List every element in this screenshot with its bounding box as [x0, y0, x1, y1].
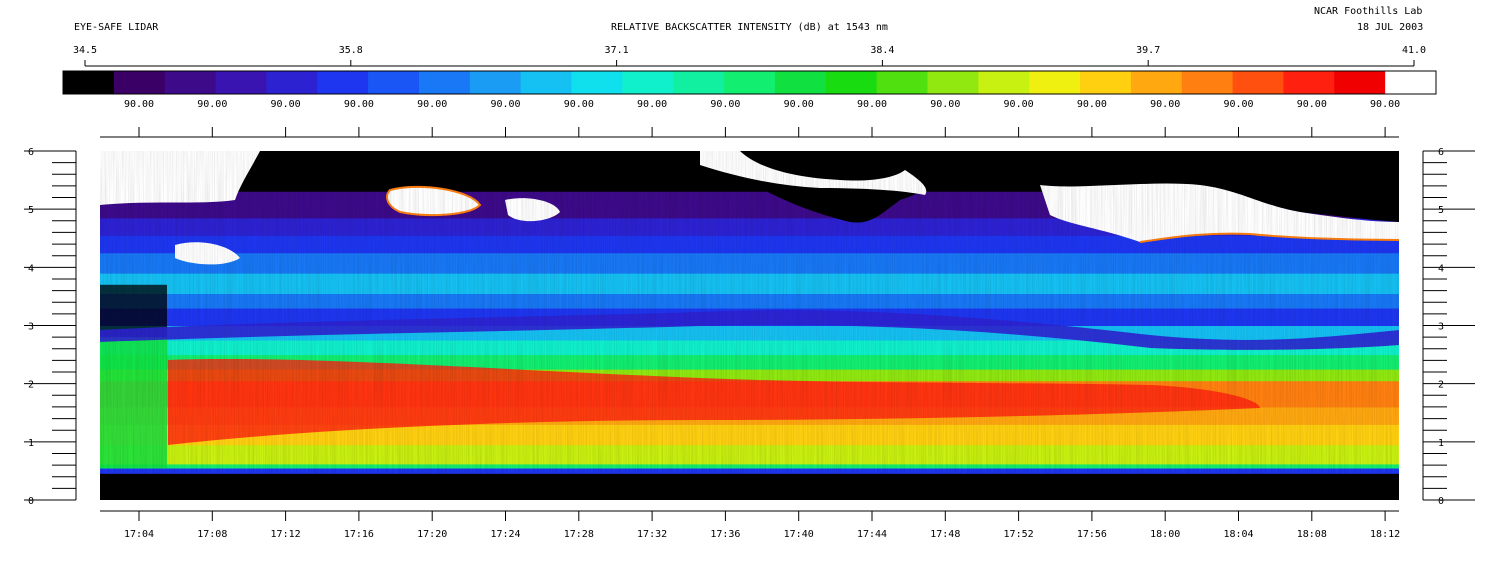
bottom-axis-tick-label: 17:48 [930, 529, 960, 540]
scale-tick-label: 34.5 [73, 45, 97, 56]
colorbar-swatch [825, 71, 878, 94]
colorbar-swatch [469, 71, 522, 94]
left-axis-tick-label: 5 [28, 205, 34, 216]
colorbar-swatch [266, 71, 318, 94]
colorbar-swatch [774, 71, 827, 94]
bottom-axis-tick-label: 17:40 [784, 529, 814, 540]
angle-label: 90.00 [344, 99, 374, 110]
colorbar-swatch [520, 71, 573, 94]
colorbar-scale-axis: 34.5 35.8 37.1 38.4 39.7 41.0 [73, 45, 1426, 67]
colorbar-swatch [418, 71, 471, 94]
angle-label: 90.00 [1004, 99, 1034, 110]
angle-label: 90.00 [637, 99, 667, 110]
colorbar-swatch [63, 71, 115, 94]
left-axis-tick-label: 1 [28, 438, 34, 449]
scale-tick-label: 35.8 [339, 45, 363, 56]
colorbar-swatch [927, 71, 979, 94]
instrument-label: EYE-SAFE LIDAR [74, 22, 159, 33]
top-time-axis [100, 127, 1399, 138]
right-axis-tick-label: 4 [1438, 263, 1444, 274]
colorbar-swatch [1283, 71, 1335, 94]
angle-label: 90.00 [784, 99, 814, 110]
scale-tick-label: 39.7 [1136, 45, 1160, 56]
right-axis-tick-label: 3 [1438, 322, 1444, 333]
bottom-axis-tick-label: 17:52 [1004, 529, 1034, 540]
colorbar-swatch [1385, 71, 1437, 94]
bottom-axis-tick-label: 17:28 [564, 529, 594, 540]
colorbar-swatch [978, 71, 1030, 94]
colorbar-swatch [876, 71, 929, 94]
right-axis-tick-label: 5 [1438, 205, 1444, 216]
colorbar-swatch [1029, 71, 1081, 94]
backscatter-plot [100, 151, 1399, 500]
angle-label: 90.00 [930, 99, 960, 110]
colorbar-swatch [1232, 71, 1285, 94]
bottom-axis-tick-label: 18:04 [1223, 529, 1253, 540]
signal-texture [100, 151, 1399, 500]
colorbar-swatch [113, 71, 166, 94]
right-axis-tick-label: 6 [1438, 147, 1444, 158]
colorbar-swatch [368, 71, 420, 94]
angle-label: 90.00 [417, 99, 447, 110]
angle-label: 90.00 [124, 99, 154, 110]
angle-label: 90.00 [857, 99, 887, 110]
angle-label: 90.00 [197, 99, 227, 110]
bottom-axis-tick-label: 17:04 [124, 529, 154, 540]
colorbar-swatch [215, 71, 268, 94]
right-altitude-axis: 0 1 2 3 4 5 6 [1422, 147, 1475, 507]
angle-label: 90.00 [564, 99, 594, 110]
bottom-axis-tick-label: 17:20 [417, 529, 447, 540]
left-axis-tick-label: 0 [28, 496, 34, 507]
colorbar-swatch [164, 71, 217, 94]
scale-tick-label: 41.0 [1402, 45, 1426, 56]
bottom-axis-tick-label: 17:08 [197, 529, 227, 540]
bottom-axis-tick-label: 17:16 [344, 529, 374, 540]
left-axis-tick-label: 6 [28, 147, 34, 158]
colorbar-swatch [1130, 71, 1183, 94]
right-axis-tick-label: 0 [1438, 496, 1444, 507]
bottom-axis-tick-label: 17:44 [857, 529, 887, 540]
left-axis-tick-label: 3 [28, 322, 34, 333]
colorbar-swatch [1334, 71, 1386, 94]
angle-label: 90.00 [1077, 99, 1107, 110]
colorbar-swatch [317, 71, 369, 94]
angle-label: 90.00 [490, 99, 520, 110]
bottom-time-axis: 17:04 17:08 17:12 17:16 17:20 17:24 17:28 17:32… [100, 510, 1400, 540]
bottom-axis-tick-label: 17:56 [1077, 529, 1107, 540]
angle-label: 90.00 [1150, 99, 1180, 110]
bottom-axis-tick-label: 17:12 [271, 529, 301, 540]
colorbar-swatch [571, 71, 623, 94]
scale-tick-label: 37.1 [605, 45, 629, 56]
lab-label: NCAR Foothills Lab [1314, 6, 1423, 17]
left-altitude-axis: 0 1 2 3 4 5 6 [24, 147, 77, 507]
bottom-axis-tick-label: 18:00 [1150, 529, 1180, 540]
angle-label: 90.00 [271, 99, 301, 110]
colorbar-angle-labels: 90.00 90.00 90.00 90.00 90.00 90.00 90.00 90.00… [124, 99, 1400, 110]
right-axis-tick-label: 2 [1438, 380, 1444, 391]
right-axis-tick-label: 1 [1438, 438, 1444, 449]
angle-label: 90.00 [1370, 99, 1400, 110]
bottom-axis-tick-label: 17:24 [490, 529, 520, 540]
bottom-axis-tick-label: 18:08 [1297, 529, 1327, 540]
colorbar-frame [62, 70, 1437, 95]
angle-label: 90.00 [1297, 99, 1327, 110]
scale-tick-label: 38.4 [870, 45, 894, 56]
colorbar-swatch [1080, 71, 1132, 94]
angle-label: 90.00 [1223, 99, 1253, 110]
left-axis-tick-label: 4 [28, 263, 34, 274]
ground-blocked-region [100, 473, 1399, 500]
chart-title: RELATIVE BACKSCATTER INTENSITY (dB) at 1… [611, 22, 888, 33]
colorbar-swatch [1181, 71, 1234, 94]
date-label: 18 JUL 2003 [1357, 22, 1424, 33]
bottom-axis-tick-label: 18:12 [1370, 529, 1400, 540]
angle-label: 90.00 [710, 99, 740, 110]
colorbar-swatch [673, 71, 725, 94]
colorbar-swatch [724, 71, 776, 94]
bottom-axis-tick-label: 17:36 [710, 529, 740, 540]
bottom-axis-tick-label: 17:32 [637, 529, 667, 540]
left-axis-tick-label: 2 [28, 380, 34, 391]
colorbar-swatch [622, 71, 674, 94]
colorbar [62, 70, 1437, 95]
